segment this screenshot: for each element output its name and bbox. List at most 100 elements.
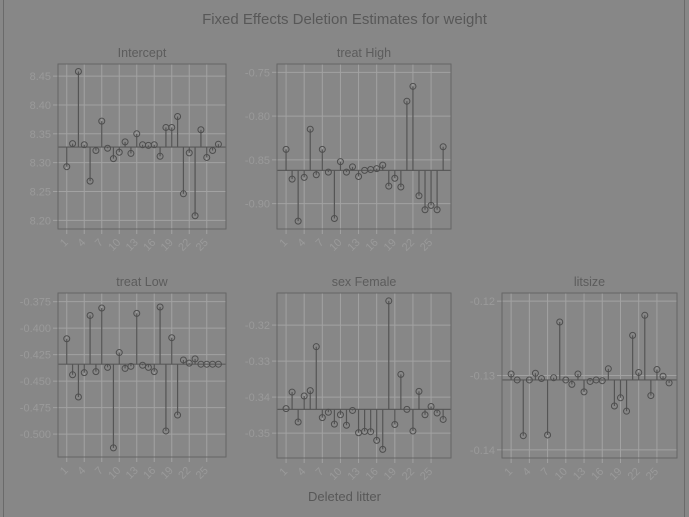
x-tick-label: 16 — [364, 237, 381, 254]
deletion-point — [525, 376, 533, 384]
deletion-point — [168, 334, 176, 342]
deletion-point — [174, 113, 182, 120]
y-tick-label: -0.500 — [20, 429, 51, 441]
deletion-point — [150, 368, 158, 376]
x-tick-label: 22 — [626, 466, 643, 483]
deletion-point — [318, 145, 326, 153]
deletion-point — [121, 138, 129, 146]
deletion-point — [86, 177, 94, 185]
deletion-point — [144, 363, 152, 371]
deletion-point — [282, 145, 290, 153]
deletion-point — [98, 304, 106, 312]
deletion-point — [324, 408, 332, 416]
y-tick-label: -0.75 — [245, 67, 270, 79]
y-tick-label: -0.400 — [20, 323, 51, 335]
deletion-point — [121, 364, 129, 372]
deletion-point — [104, 144, 112, 152]
deletion-point — [92, 368, 100, 376]
y-tick-label: 8.45 — [30, 71, 51, 83]
deletion-point — [342, 168, 350, 176]
x-tick-label: 13 — [124, 237, 141, 254]
deletion-point — [379, 445, 387, 453]
x-tick-label: 10 — [327, 237, 344, 254]
deletion-point — [439, 143, 447, 151]
y-tick-label: -0.425 — [20, 350, 51, 362]
deletion-point — [69, 140, 77, 148]
y-tick-label: -0.13 — [470, 371, 495, 383]
deletion-point — [80, 369, 88, 377]
panel-border — [57, 63, 227, 230]
deletion-point — [156, 303, 164, 311]
deletion-point — [214, 360, 222, 368]
deletion-point — [300, 173, 308, 181]
x-tick-label: 10 — [106, 465, 123, 482]
x-tick-label: 22 — [400, 466, 417, 483]
window-frame — [3, 0, 685, 517]
deletion-point — [580, 388, 588, 396]
x-tick-label: 7 — [314, 466, 327, 479]
deletion-point — [185, 359, 193, 367]
y-tick-label: -0.450 — [20, 376, 51, 388]
x-tick-label: 1 — [277, 466, 290, 479]
deletion-point — [433, 206, 441, 214]
deletion-point — [635, 369, 643, 377]
y-tick-label: -0.90 — [245, 199, 270, 211]
deletion-point — [421, 206, 429, 214]
deletion-point — [659, 372, 667, 380]
y-tick-label: -0.12 — [470, 296, 495, 308]
x-tick-label: 19 — [159, 237, 176, 254]
x-tick-label: 4 — [521, 466, 534, 479]
deletion-point — [379, 161, 387, 169]
deletion-point — [653, 366, 661, 374]
deletion-point — [63, 163, 71, 171]
deletion-point — [641, 311, 649, 319]
deletion-point — [109, 444, 117, 452]
deletion-point — [288, 388, 296, 396]
panel-title: treat Low — [116, 275, 168, 289]
deletion-point — [397, 370, 405, 378]
deletion-point — [519, 432, 527, 440]
x-tick-label: 7 — [314, 237, 327, 250]
deletion-point — [403, 97, 411, 105]
deletion-point — [427, 201, 435, 209]
x-tick-label: 16 — [141, 465, 158, 482]
x-tick-label: 7 — [539, 466, 552, 479]
deletion-point — [74, 68, 82, 75]
x-axis-label: Deleted litter — [308, 489, 381, 504]
deletion-point — [282, 405, 290, 413]
x-tick-label: 1 — [277, 237, 290, 250]
y-tick-label: 8.40 — [30, 100, 51, 112]
deletion-point — [150, 141, 158, 149]
deletion-point — [349, 163, 357, 171]
x-tick-label: 19 — [159, 465, 176, 482]
panel-border — [57, 292, 227, 458]
x-tick-label: 10 — [106, 237, 123, 254]
y-tick-label: -0.80 — [245, 111, 270, 123]
deletion-point — [324, 168, 332, 176]
deletion-point — [367, 428, 375, 436]
deletion-point — [562, 376, 570, 384]
deletion-point — [574, 370, 582, 378]
deletion-point — [409, 82, 417, 90]
deletion-point — [421, 411, 429, 419]
deletion-point — [162, 427, 170, 435]
panel-treat-low: treat Low 1 4 7 10 13 16 19 22 25 -0.500 -0.475 -0.4… — [20, 275, 227, 482]
x-tick-label: 16 — [589, 466, 606, 483]
deletion-point — [385, 182, 393, 190]
y-tick-label: -0.35 — [245, 428, 270, 440]
deletion-point — [92, 147, 100, 155]
deletion-point — [415, 192, 423, 200]
x-tick-label: 22 — [176, 465, 193, 482]
deletion-point — [336, 158, 344, 166]
deletion-point — [647, 392, 655, 400]
deletion-point — [507, 370, 515, 378]
deletion-point — [318, 414, 326, 422]
deletion-point — [156, 152, 164, 160]
deletion-point — [294, 418, 302, 426]
x-tick-label: 19 — [607, 466, 624, 483]
x-tick-label: 1 — [58, 465, 71, 478]
deletion-point — [191, 355, 199, 363]
deletion-point — [98, 117, 106, 125]
panel-title: treat High — [337, 46, 391, 60]
